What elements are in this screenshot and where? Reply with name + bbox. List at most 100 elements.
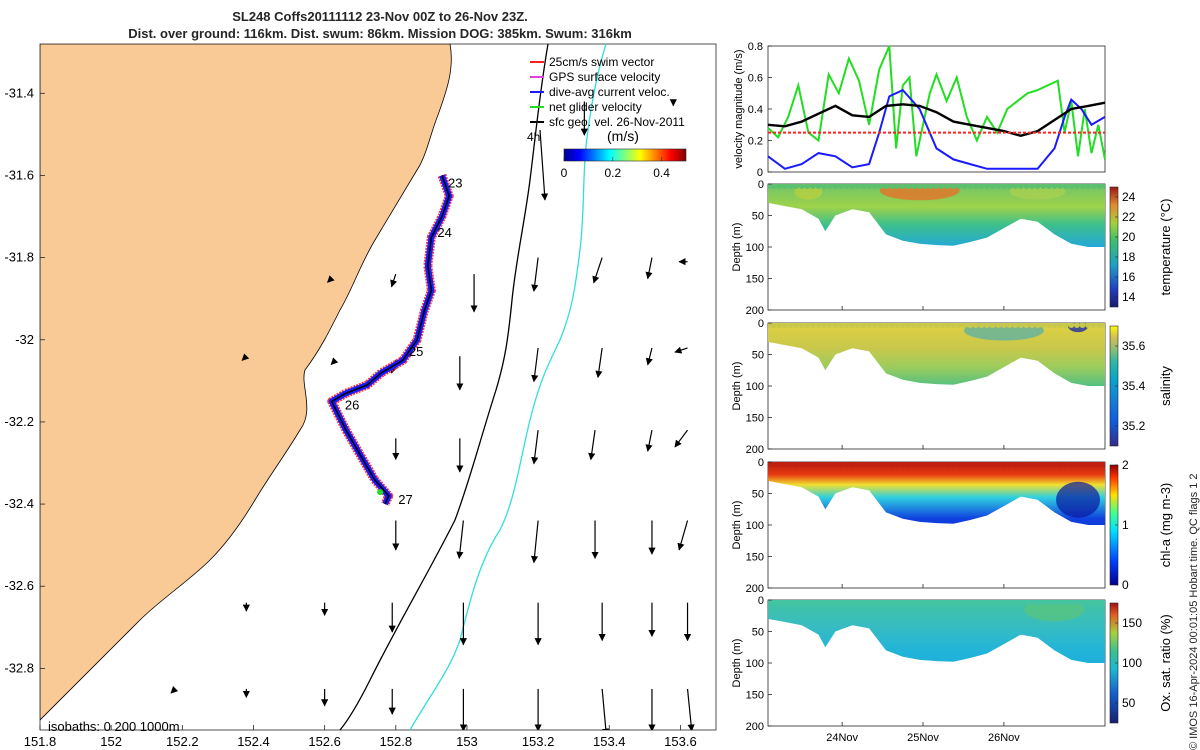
section-sample-dot: [815, 184, 822, 189]
section-sample-dot: [989, 184, 996, 189]
section-sample-dot: [1096, 600, 1103, 605]
section-sample-dot: [984, 462, 991, 467]
section-sample-dot: [1102, 323, 1105, 328]
section-sample-dot: [804, 323, 811, 328]
section-sample-dot: [1012, 462, 1019, 467]
section-sample-dot: [1073, 462, 1080, 467]
geo-vector-arrow: [686, 688, 695, 730]
section-sample-dot: [1012, 600, 1019, 605]
section-sample-dot: [1068, 323, 1075, 328]
section-sample-dot: [899, 184, 906, 189]
section-sample-dot: [1057, 323, 1064, 328]
section-sample-dot: [1062, 600, 1069, 605]
section-sample-dot: [1057, 462, 1064, 467]
colorbar-tick-label: 35.6: [1122, 339, 1146, 353]
section-sample-dot: [1102, 462, 1105, 467]
geo-vector-arrow: [677, 520, 689, 551]
section-sample-dot: [961, 323, 968, 328]
isobath-1000: [409, 44, 607, 730]
section-sample-dot: [984, 323, 991, 328]
section-y-tick-label: 100: [746, 658, 764, 670]
section-y-tick-label: 0: [758, 457, 764, 469]
section-sample-dot: [832, 184, 839, 189]
section-sample-dot: [1062, 323, 1069, 328]
section-sample-dot: [888, 600, 895, 605]
geo-vector-arrow: [645, 430, 653, 452]
section-sample-dot: [927, 184, 934, 189]
track-line: [330, 175, 451, 505]
section-y-tick-label: 50: [752, 211, 764, 223]
section-sample-dot: [955, 323, 962, 328]
section-sample-dot: [768, 323, 771, 328]
section-sample-dot: [809, 600, 816, 605]
section-sample-dot: [1000, 323, 1007, 328]
section-sample-dot: [776, 600, 783, 605]
section-sample-dot: [776, 323, 783, 328]
colorbar-tick-label: 100: [1122, 656, 1142, 670]
section-y-tick-label: 150: [746, 552, 764, 564]
section-sample-dot: [922, 600, 929, 605]
section-sample-dot: [894, 600, 901, 605]
map-colorbar-ticks: 0 0.2 0.4: [561, 157, 670, 180]
section-sample-dot: [798, 600, 805, 605]
section-sample-dot: [972, 600, 979, 605]
isobath-200: [339, 44, 549, 730]
section-sample-dot: [860, 184, 867, 189]
section-sample-dot: [1028, 462, 1035, 467]
section-sample-dot: [1102, 184, 1105, 189]
section-sample-dot: [1034, 462, 1041, 467]
map-colorbar-tick-label: 0.4: [653, 166, 670, 180]
geo-vector-arrow: [645, 257, 653, 280]
section-x-tick-label: 24Nov: [826, 732, 858, 744]
glider-track: 23 24 25 26 27: [327, 173, 463, 507]
section-sample-dot: [882, 323, 889, 328]
section-sample-dot: [809, 184, 816, 189]
section-sample-dot: [798, 184, 805, 189]
map-x-tick-label: 152.2: [166, 734, 199, 749]
section-sample-dot: [1023, 462, 1030, 467]
section-sample-dot: [860, 462, 867, 467]
warm-patch: [1009, 184, 1066, 200]
section-panel-salinity: 0 50 100 150 200 Depth (m) 35.2 35.4 35.6 salinit…: [731, 318, 1173, 456]
map-x-tick-label: 151.8: [24, 734, 57, 749]
section-sample-dot: [1006, 462, 1013, 467]
section-sample-dot: [787, 184, 794, 189]
section-sample-dot: [916, 323, 923, 328]
colorbar-tick-label: 150: [1122, 616, 1142, 630]
section-sample-dot: [978, 462, 985, 467]
section-sample-dot: [793, 184, 800, 189]
section-sample-dot: [1045, 184, 1052, 189]
section-sample-dot: [961, 462, 968, 467]
geo-vector-arrow: [330, 357, 339, 366]
colorbar-tick-label: 50: [1122, 696, 1136, 710]
warm-patch: [879, 184, 960, 201]
section-sample-dot: [1062, 184, 1069, 189]
section-sample-dot: [815, 462, 822, 467]
section-sample-dot: [838, 600, 845, 605]
section-sample-dot: [1000, 462, 1007, 467]
section-sample-dot: [905, 462, 912, 467]
section-y-tick-label: 0: [758, 595, 764, 607]
section-sample-dot: [882, 600, 889, 605]
velocity-y-tick-label: 0.6: [748, 73, 763, 85]
section-sample-dot: [967, 184, 974, 189]
section-sample-dot: [838, 323, 845, 328]
section-y-tick-label: 150: [746, 690, 764, 702]
map-x-tick-label: 152: [100, 734, 122, 749]
section-sample-dot: [1062, 462, 1069, 467]
colorbar-label: chl-a (mg m-3): [1158, 483, 1173, 568]
section-sample-dot: [905, 323, 912, 328]
map-y-tick-label: -31.8: [4, 250, 34, 265]
section-sample-dot: [939, 462, 946, 467]
geo-vector-arrow: [592, 257, 603, 284]
section-sample-dot: [1096, 323, 1103, 328]
isobaths-label: isobaths: 0 200 1000m: [48, 719, 180, 734]
section-sample-dot: [826, 462, 833, 467]
section-sample-dot: [989, 323, 996, 328]
section-sample-dot: [1068, 184, 1075, 189]
map-x-tick-label: 152.6: [308, 734, 341, 749]
section-sample-dot: [1057, 184, 1064, 189]
geo-vector-arrow: [674, 346, 688, 354]
section-sample-dot: [849, 323, 856, 328]
net-velocity-marker: [377, 489, 384, 496]
